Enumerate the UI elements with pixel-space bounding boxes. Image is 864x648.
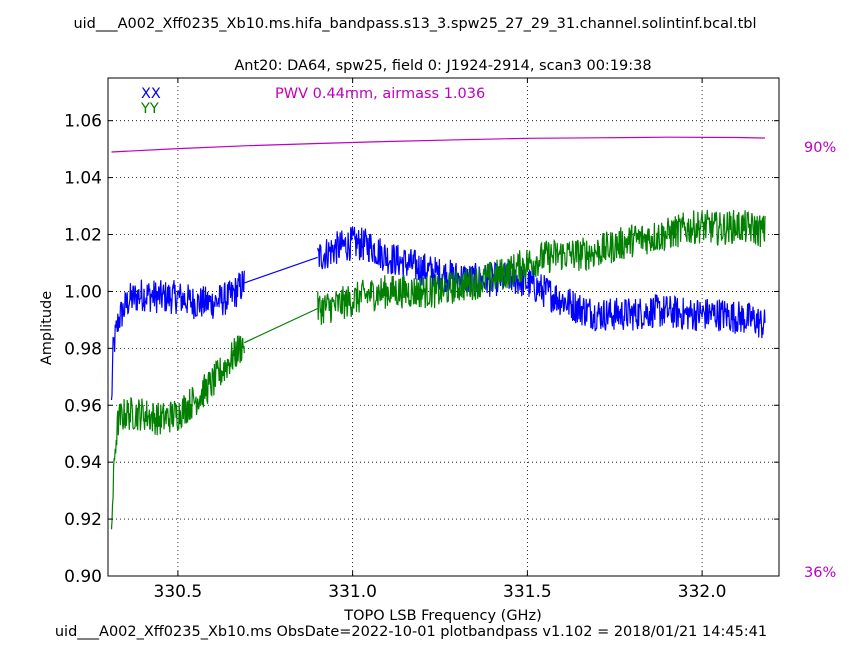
- x-tick-label: 330.5: [154, 582, 203, 602]
- series-segment: [110, 335, 245, 530]
- footer-text: uid___A002_Xff0235_Xb10.ms ObsDate=2022-…: [55, 624, 767, 640]
- pwv-annotation: PWV 0.44mm, airmass 1.036: [275, 86, 485, 102]
- series-segment: [317, 209, 766, 325]
- y-tick-label: 1.06: [64, 112, 102, 132]
- series-segment: [111, 136, 766, 153]
- series-yy: [110, 209, 766, 530]
- legend-yy: YY: [140, 101, 159, 117]
- x-tick-label: 332.0: [678, 582, 727, 602]
- right-axis-top-label: 90%: [804, 140, 836, 156]
- series-segment: [317, 226, 766, 339]
- y-tick-label: 0.90: [64, 567, 102, 587]
- grid-lines: [108, 78, 779, 576]
- y-tick-label: 1.00: [64, 282, 102, 302]
- x-tick-label: 331.5: [503, 582, 552, 602]
- chart-subtitle: Ant20: DA64, spw25, field 0: J1924-2914,…: [234, 58, 651, 74]
- y-tick-label: 0.92: [64, 510, 102, 530]
- x-tick-label: 331.0: [328, 582, 377, 602]
- y-tick-label: 0.94: [64, 453, 102, 473]
- right-axis-bottom-label: 36%: [804, 565, 836, 581]
- y-tick-label: 1.04: [64, 169, 102, 189]
- legend-xx: XX: [141, 86, 161, 102]
- y-tick-label: 0.96: [64, 396, 102, 416]
- plot-frame: [107, 77, 780, 577]
- series-segment: [110, 270, 245, 401]
- segment-connector: [244, 256, 318, 284]
- x-axis-label: TOPO LSB Frequency (GHz): [343, 608, 541, 624]
- chart-title: uid___A002_Xff0235_Xb10.ms.hifa_bandpass…: [73, 16, 756, 32]
- series-layer: [110, 136, 766, 530]
- y-axis-label: Amplitude: [39, 291, 55, 365]
- series-pwv: [111, 136, 766, 153]
- segment-connector: [244, 307, 318, 344]
- series-xx: [110, 226, 766, 401]
- y-tick-label: 1.02: [64, 226, 102, 246]
- axis-ticks: 330.5 331.0 331.5 332.0 0.90 0.92 0.94 0.96 0.98…: [64, 78, 779, 602]
- y-tick-label: 0.98: [64, 339, 102, 359]
